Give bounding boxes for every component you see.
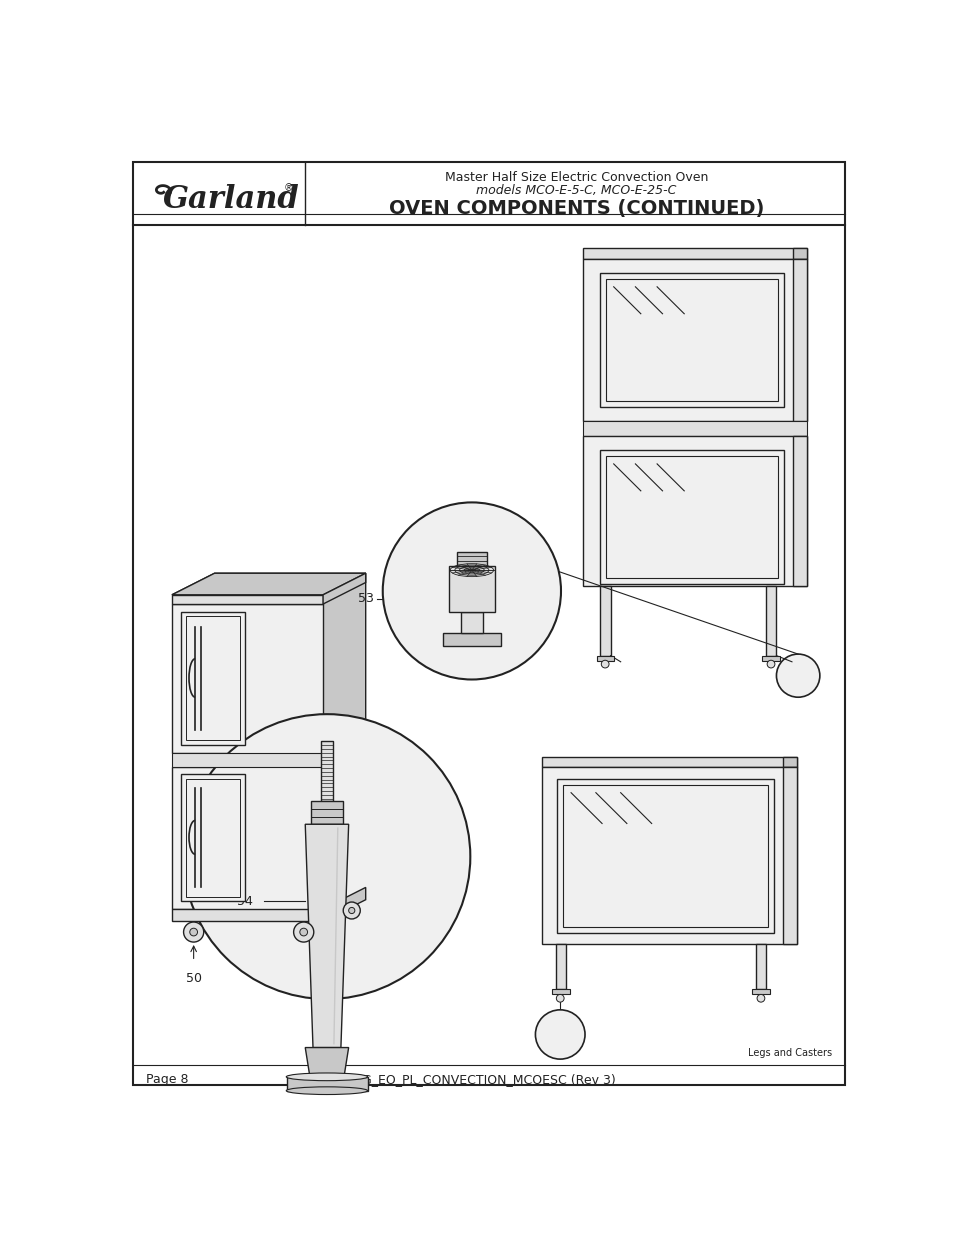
Circle shape: [183, 714, 470, 999]
Bar: [752, 989, 769, 994]
Polygon shape: [172, 767, 323, 909]
Text: 50: 50: [186, 972, 201, 986]
Polygon shape: [172, 752, 323, 767]
Bar: [605, 279, 778, 401]
Polygon shape: [323, 745, 365, 909]
Circle shape: [556, 994, 563, 1002]
Bar: [286, 1077, 368, 1091]
Polygon shape: [172, 573, 365, 595]
Bar: [551, 989, 569, 994]
Bar: [582, 248, 806, 259]
Circle shape: [600, 661, 608, 668]
Bar: [599, 273, 783, 406]
Bar: [765, 587, 776, 656]
Circle shape: [190, 929, 197, 936]
Bar: [782, 757, 797, 767]
Polygon shape: [323, 888, 365, 921]
Ellipse shape: [286, 1087, 367, 1094]
Text: Page 8: Page 8: [146, 1073, 189, 1087]
Polygon shape: [323, 573, 365, 604]
Text: 53: 53: [357, 592, 373, 605]
Bar: [605, 456, 778, 578]
Text: Garland: Garland: [163, 184, 299, 215]
Circle shape: [294, 923, 314, 942]
Ellipse shape: [286, 1073, 367, 1081]
Text: 54: 54: [237, 895, 253, 908]
Bar: [782, 767, 797, 945]
Polygon shape: [186, 779, 240, 897]
Polygon shape: [305, 824, 348, 1047]
Bar: [456, 552, 486, 566]
Text: Master Half Size Electric Convection Oven: Master Half Size Electric Convection Ove…: [444, 170, 707, 184]
Bar: [562, 785, 767, 926]
Circle shape: [183, 923, 204, 942]
Bar: [793, 436, 806, 587]
Polygon shape: [181, 774, 245, 902]
Bar: [599, 587, 610, 656]
Bar: [761, 656, 779, 661]
Circle shape: [535, 1010, 584, 1060]
Polygon shape: [186, 616, 240, 740]
Polygon shape: [323, 573, 365, 752]
Bar: [582, 259, 806, 421]
Text: Legs and Casters: Legs and Casters: [747, 1049, 831, 1058]
Bar: [320, 741, 333, 802]
Bar: [582, 436, 806, 587]
Circle shape: [776, 655, 819, 698]
Bar: [596, 656, 613, 661]
Bar: [555, 945, 565, 989]
Circle shape: [757, 994, 764, 1002]
Polygon shape: [181, 611, 245, 745]
Circle shape: [343, 902, 360, 919]
Bar: [599, 450, 783, 584]
Text: ®: ®: [283, 183, 293, 193]
Bar: [557, 779, 773, 932]
Bar: [311, 802, 343, 824]
Circle shape: [348, 908, 355, 914]
Bar: [756, 945, 765, 989]
Bar: [460, 611, 482, 634]
Circle shape: [299, 929, 307, 936]
Circle shape: [766, 661, 774, 668]
Text: models MCO-E-5-C, MCO-E-25-C: models MCO-E-5-C, MCO-E-25-C: [476, 184, 676, 198]
Text: 52: 52: [520, 557, 536, 569]
Circle shape: [382, 503, 560, 679]
Bar: [582, 421, 806, 436]
Bar: [541, 767, 797, 945]
Bar: [541, 757, 797, 767]
Polygon shape: [172, 595, 323, 604]
Polygon shape: [305, 1047, 348, 1077]
Text: G_EO_PL_CONVECTION_MCOESC (Rev 3): G_EO_PL_CONVECTION_MCOESC (Rev 3): [362, 1073, 615, 1087]
Bar: [448, 566, 495, 611]
Polygon shape: [172, 604, 323, 752]
Text: OVEN COMPONENTS (CONTINUED): OVEN COMPONENTS (CONTINUED): [389, 199, 763, 217]
Bar: [443, 634, 500, 646]
Polygon shape: [172, 573, 365, 595]
Bar: [793, 259, 806, 421]
Text: 51: 51: [331, 972, 346, 986]
Bar: [793, 248, 806, 259]
Polygon shape: [172, 909, 323, 921]
